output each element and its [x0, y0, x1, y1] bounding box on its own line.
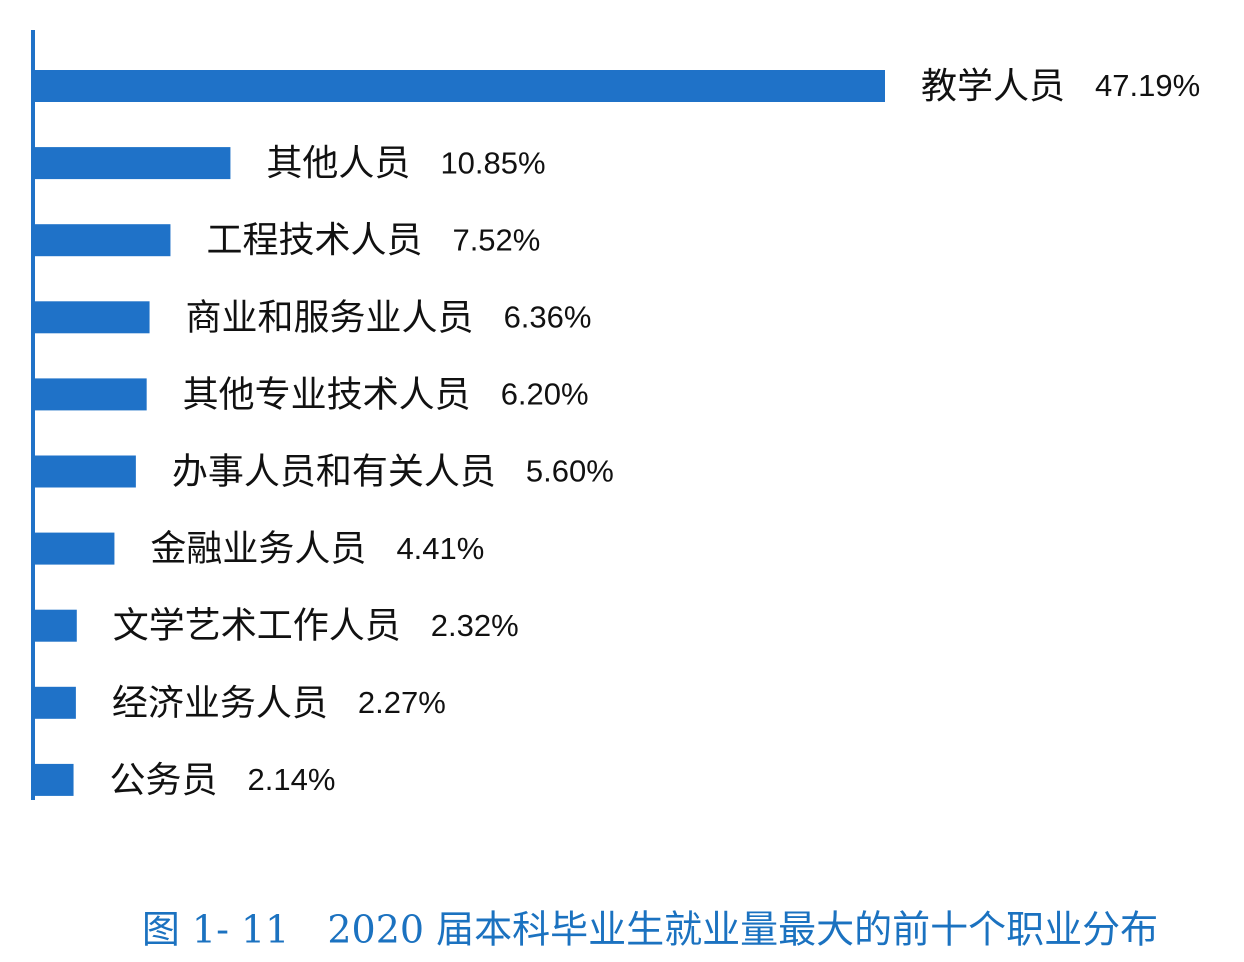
category-label: 其他人员: [266, 143, 410, 184]
bar: [35, 70, 885, 102]
category-label: 公务员: [110, 760, 218, 801]
bar: [35, 455, 136, 488]
bar: [35, 609, 77, 642]
value-label: 6.36%: [504, 299, 592, 334]
bar: [35, 301, 150, 334]
bar: [35, 378, 147, 411]
value-label: 5.60%: [526, 454, 614, 489]
category-label: 其他专业技术人员: [183, 374, 471, 415]
value-label: 10.85%: [440, 145, 545, 180]
chart-title: 图 1- 11 2020 届本科毕业生就业量最大的前十个职业分布: [142, 908, 1158, 952]
value-label: 7.52%: [452, 222, 540, 257]
value-label: 2.27%: [358, 685, 446, 720]
category-label: 文学艺术工作人员: [113, 606, 401, 647]
bar: [35, 532, 115, 565]
value-label: 2.32%: [431, 608, 519, 643]
category-label: 经济业务人员: [112, 683, 328, 724]
value-label: 4.41%: [396, 531, 484, 566]
value-label: 6.20%: [501, 377, 589, 412]
category-label: 金融业务人员: [150, 529, 366, 570]
category-label: 办事人员和有关人员: [172, 452, 496, 493]
bar: [35, 147, 231, 180]
bar: [35, 224, 171, 257]
bar: [35, 686, 76, 719]
category-label: 工程技术人员: [206, 220, 422, 261]
category-label: 教学人员: [921, 66, 1065, 107]
value-label: 2.14%: [248, 762, 336, 797]
bar: [35, 763, 74, 796]
category-label: 商业和服务业人员: [186, 297, 474, 338]
value-label: 47.19%: [1095, 68, 1200, 103]
